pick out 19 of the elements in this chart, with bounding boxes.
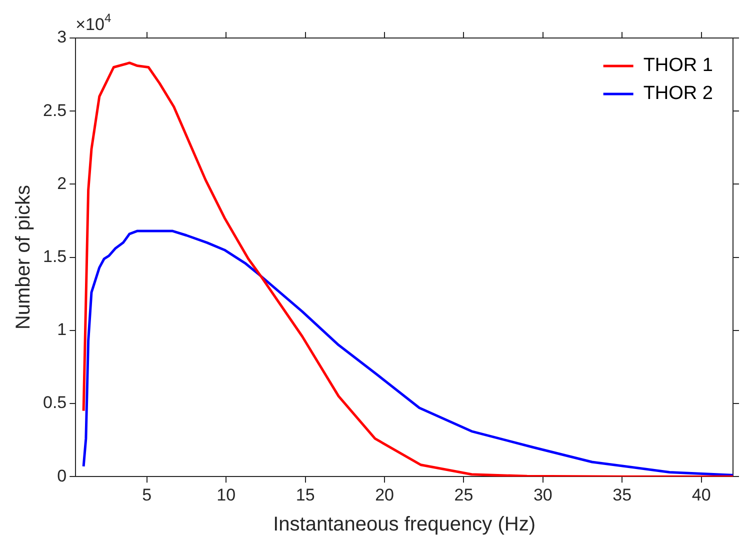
x-tick-label: 15: [296, 485, 315, 504]
y-axis-title: Number of picks: [12, 185, 35, 330]
y-tick-label: 0.5: [42, 393, 67, 412]
legend-label: THOR 1: [643, 55, 714, 76]
x-tick-label: 20: [375, 485, 394, 504]
x-axis-title: Instantaneous frequency (Hz): [273, 514, 536, 536]
legend-label: THOR 2: [643, 83, 714, 104]
x-tick-label: 35: [612, 485, 632, 504]
x-tick-label: 25: [454, 485, 474, 504]
y-tick-label: 0: [57, 466, 67, 486]
x-tick-label: 5: [142, 485, 152, 504]
y-tick-label: 2.5: [42, 100, 67, 120]
x-tick-label: 40: [692, 485, 711, 504]
y-tick-label: 1.5: [42, 246, 67, 266]
y-tick-label: 1: [57, 320, 67, 340]
x-tick-label: 10: [216, 485, 236, 504]
y-tick-label: 2: [57, 174, 67, 193]
y-tick-label: 3: [57, 28, 67, 47]
x-tick-label: 30: [533, 485, 552, 504]
